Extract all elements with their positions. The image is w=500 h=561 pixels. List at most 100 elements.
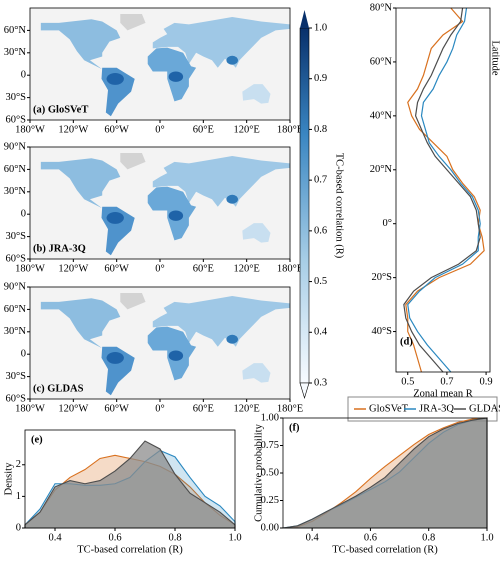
- density-area: [282, 417, 488, 529]
- x-tick-label: 60°W: [104, 403, 129, 414]
- y-tick-label: 60°N: [4, 304, 27, 315]
- y-tick-label: 1.00: [261, 412, 279, 423]
- y-tick-label: 60°N: [4, 25, 27, 36]
- y-tick-label: 30°N: [4, 186, 27, 197]
- x-tick-label: 60°E: [193, 124, 214, 135]
- y-tick-label: 90°N: [4, 281, 27, 292]
- x-tick-label: 120°E: [233, 263, 259, 274]
- zonal-line: [405, 7, 485, 373]
- y-tick-label: 30°S: [5, 92, 26, 103]
- y-tick-label: 60°S: [5, 253, 26, 264]
- x-tick-label: 120°E: [233, 403, 259, 414]
- y-tick-label: 60°N: [370, 56, 393, 67]
- y-tick-label: 0: [21, 70, 26, 81]
- x-tick-label: 120°E: [233, 124, 259, 135]
- colorbar-tick-label: 0.9: [314, 73, 327, 84]
- x-tick-label: 180°E: [277, 403, 303, 414]
- x-tick-label: 0.8: [168, 532, 181, 543]
- legend-label: GLDAS: [469, 403, 500, 414]
- zonal-line: [407, 7, 481, 373]
- axes-frame: [395, 7, 491, 373]
- x-tick-label: 60°W: [104, 124, 129, 135]
- y-tick-label: 30°S: [5, 371, 26, 382]
- x-axis-label: Zonal mean R: [413, 388, 472, 399]
- colorbar: [299, 27, 310, 384]
- axes-frame: [24, 429, 236, 529]
- x-tick-label: 60°W: [104, 263, 129, 274]
- x-tick-label: 120°W: [58, 124, 88, 135]
- colorbar-extend: [300, 10, 309, 28]
- y-tick-label: 80°N: [370, 2, 393, 13]
- panel-label: (f): [289, 422, 300, 433]
- legend-box: [347, 396, 498, 422]
- y-tick-label: 0°: [383, 218, 392, 229]
- y-tick-label: 0.75: [261, 440, 279, 451]
- y-tick-label: 1: [16, 491, 21, 502]
- map-label: (b) JRA-3Q: [33, 243, 86, 254]
- y-axis-label: Latitude: [490, 41, 500, 76]
- x-tick-label: 0.7: [440, 376, 453, 387]
- x-tick-label: 180°W: [15, 124, 45, 135]
- y-tick-label: 0.50: [261, 467, 279, 478]
- y-tick-label: 60°S: [5, 393, 26, 404]
- y-tick-label: 0: [21, 349, 26, 360]
- x-tick-label: 180°W: [15, 403, 45, 414]
- colorbar-tick-label: 0.3: [314, 377, 327, 388]
- x-tick-label: 60°E: [193, 263, 214, 274]
- y-tick-label: 30°S: [5, 231, 26, 242]
- x-tick-label: 1.0: [228, 532, 241, 543]
- x-tick-label: 120°W: [58, 263, 88, 274]
- legend: [347, 396, 498, 422]
- colorbar-tick-label: 0.4: [314, 327, 328, 338]
- legend-label: GloSVeT: [369, 403, 409, 414]
- y-tick-label: 0: [16, 522, 21, 533]
- map-label: (a) GloSVeT: [33, 104, 88, 115]
- colorbar-tick-label: 0.6: [314, 225, 327, 236]
- x-tick-label: 180°E: [277, 124, 303, 135]
- x-tick-label: 0.6: [364, 532, 377, 543]
- x-axis-label: TC-based correlation (R): [332, 544, 438, 555]
- y-tick-label: 90°N: [4, 141, 27, 152]
- y-tick-label: 0: [21, 209, 26, 220]
- y-tick-label: 20°N: [370, 164, 393, 175]
- colorbar-label: TC-based correlation (R): [334, 153, 345, 259]
- x-tick-label: 0.6: [108, 532, 121, 543]
- x-tick-label: 0.5: [401, 376, 414, 387]
- x-tick-label: 0.8: [422, 532, 435, 543]
- y-tick-label: 0.25: [261, 495, 279, 506]
- x-tick-label: 0.4: [48, 532, 62, 543]
- y-tick-label: 60°N: [4, 164, 27, 175]
- x-axis-label: TC-based correlation (R): [77, 544, 183, 555]
- y-tick-label: 40°N: [370, 110, 393, 121]
- map-label: (c) GLDAS: [33, 383, 84, 394]
- x-tick-label: 1.0: [480, 532, 493, 543]
- x-tick-label: 0.4: [306, 532, 320, 543]
- y-tick-label: 2: [16, 459, 21, 470]
- y-tick-label: 40°S: [371, 326, 392, 337]
- x-tick-label: 180°W: [15, 263, 45, 274]
- colorbar-tick-label: 0.5: [314, 276, 327, 287]
- y-tick-label: 20°S: [371, 272, 392, 283]
- x-tick-label: 0°: [155, 124, 164, 135]
- colorbar-tick-label: 0.8: [314, 124, 327, 135]
- y-axis-label: Cumulative probability: [253, 423, 264, 521]
- x-tick-label: 0.9: [480, 376, 493, 387]
- y-tick-label: 60°S: [5, 114, 26, 125]
- colorbar-extend: [299, 382, 310, 400]
- x-tick-label: 60°E: [193, 403, 214, 414]
- colorbar-tick-label: 0.7: [314, 175, 327, 186]
- panel-label: (d): [400, 336, 413, 347]
- y-tick-label: 30°N: [4, 47, 27, 58]
- zonal-line: [403, 7, 481, 373]
- panel-label: (e): [31, 434, 43, 445]
- y-tick-label: 30°N: [4, 326, 27, 337]
- x-tick-label: 0°: [155, 403, 164, 414]
- y-axis-label: Density: [3, 462, 14, 495]
- x-tick-label: 180°E: [277, 263, 303, 274]
- colorbar-tick-label: 1.0: [314, 22, 327, 33]
- y-tick-label: 0.00: [261, 522, 279, 533]
- x-tick-label: 120°W: [58, 403, 88, 414]
- x-tick-label: 0°: [155, 263, 164, 274]
- legend-label: JRA-3Q: [419, 403, 454, 414]
